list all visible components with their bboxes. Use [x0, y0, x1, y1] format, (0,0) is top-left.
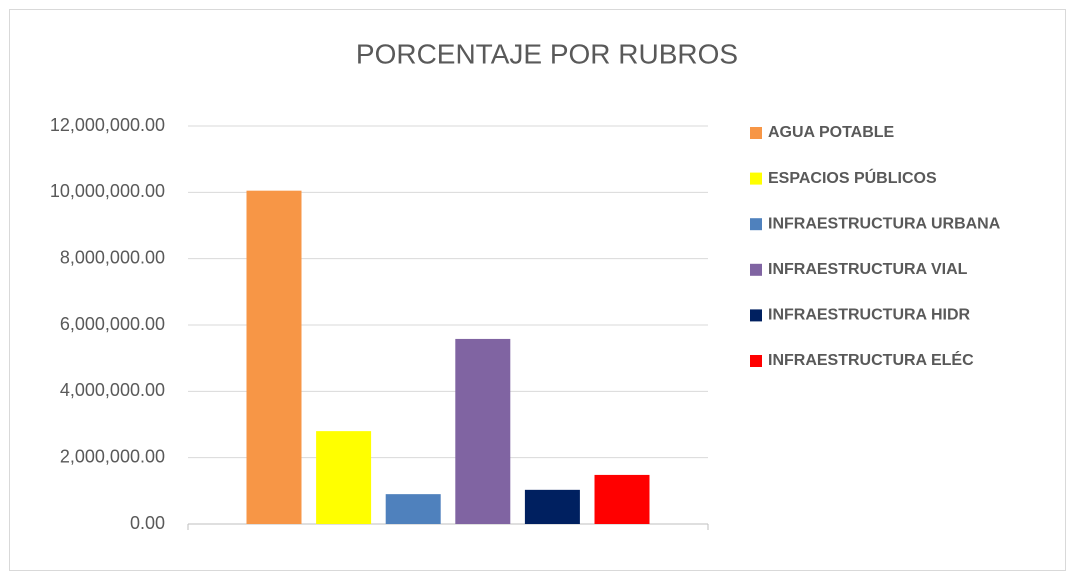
legend-label: INFRAESTRUCTURA URBANA — [768, 215, 1001, 232]
y-tick-label: 12,000,000.00 — [50, 115, 165, 135]
y-tick-label: 0.00 — [130, 513, 165, 533]
legend-swatch — [750, 263, 762, 276]
legend-label: ESPACIOS PÚBLICOS — [768, 168, 937, 187]
chart-frame — [9, 9, 1066, 571]
legend-swatch — [750, 172, 762, 185]
legend-swatch — [750, 309, 762, 322]
chart-title: PORCENTAJE POR RUBROS — [356, 38, 738, 69]
legend-label: AGUA POTABLE — [768, 124, 895, 141]
legend-label: INFRAESTRUCTURA ELÉC — [768, 350, 974, 369]
y-tick-label: 2,000,000.00 — [60, 446, 165, 466]
bar — [316, 431, 372, 524]
y-tick-label: 4,000,000.00 — [60, 380, 165, 400]
bar — [524, 489, 580, 524]
bar — [385, 494, 441, 524]
bar — [455, 338, 511, 524]
legend-swatch — [750, 218, 762, 231]
y-tick-label: 6,000,000.00 — [60, 314, 165, 334]
legend-label: INFRAESTRUCTURA VIAL — [768, 261, 968, 278]
legend-label: INFRAESTRUCTURA HIDR — [768, 307, 971, 324]
bar — [594, 474, 650, 524]
y-tick-label: 8,000,000.00 — [60, 247, 165, 267]
y-tick-label: 10,000,000.00 — [50, 181, 165, 201]
legend-swatch — [750, 127, 762, 139]
bar — [246, 190, 302, 525]
legend-swatch — [750, 355, 762, 367]
